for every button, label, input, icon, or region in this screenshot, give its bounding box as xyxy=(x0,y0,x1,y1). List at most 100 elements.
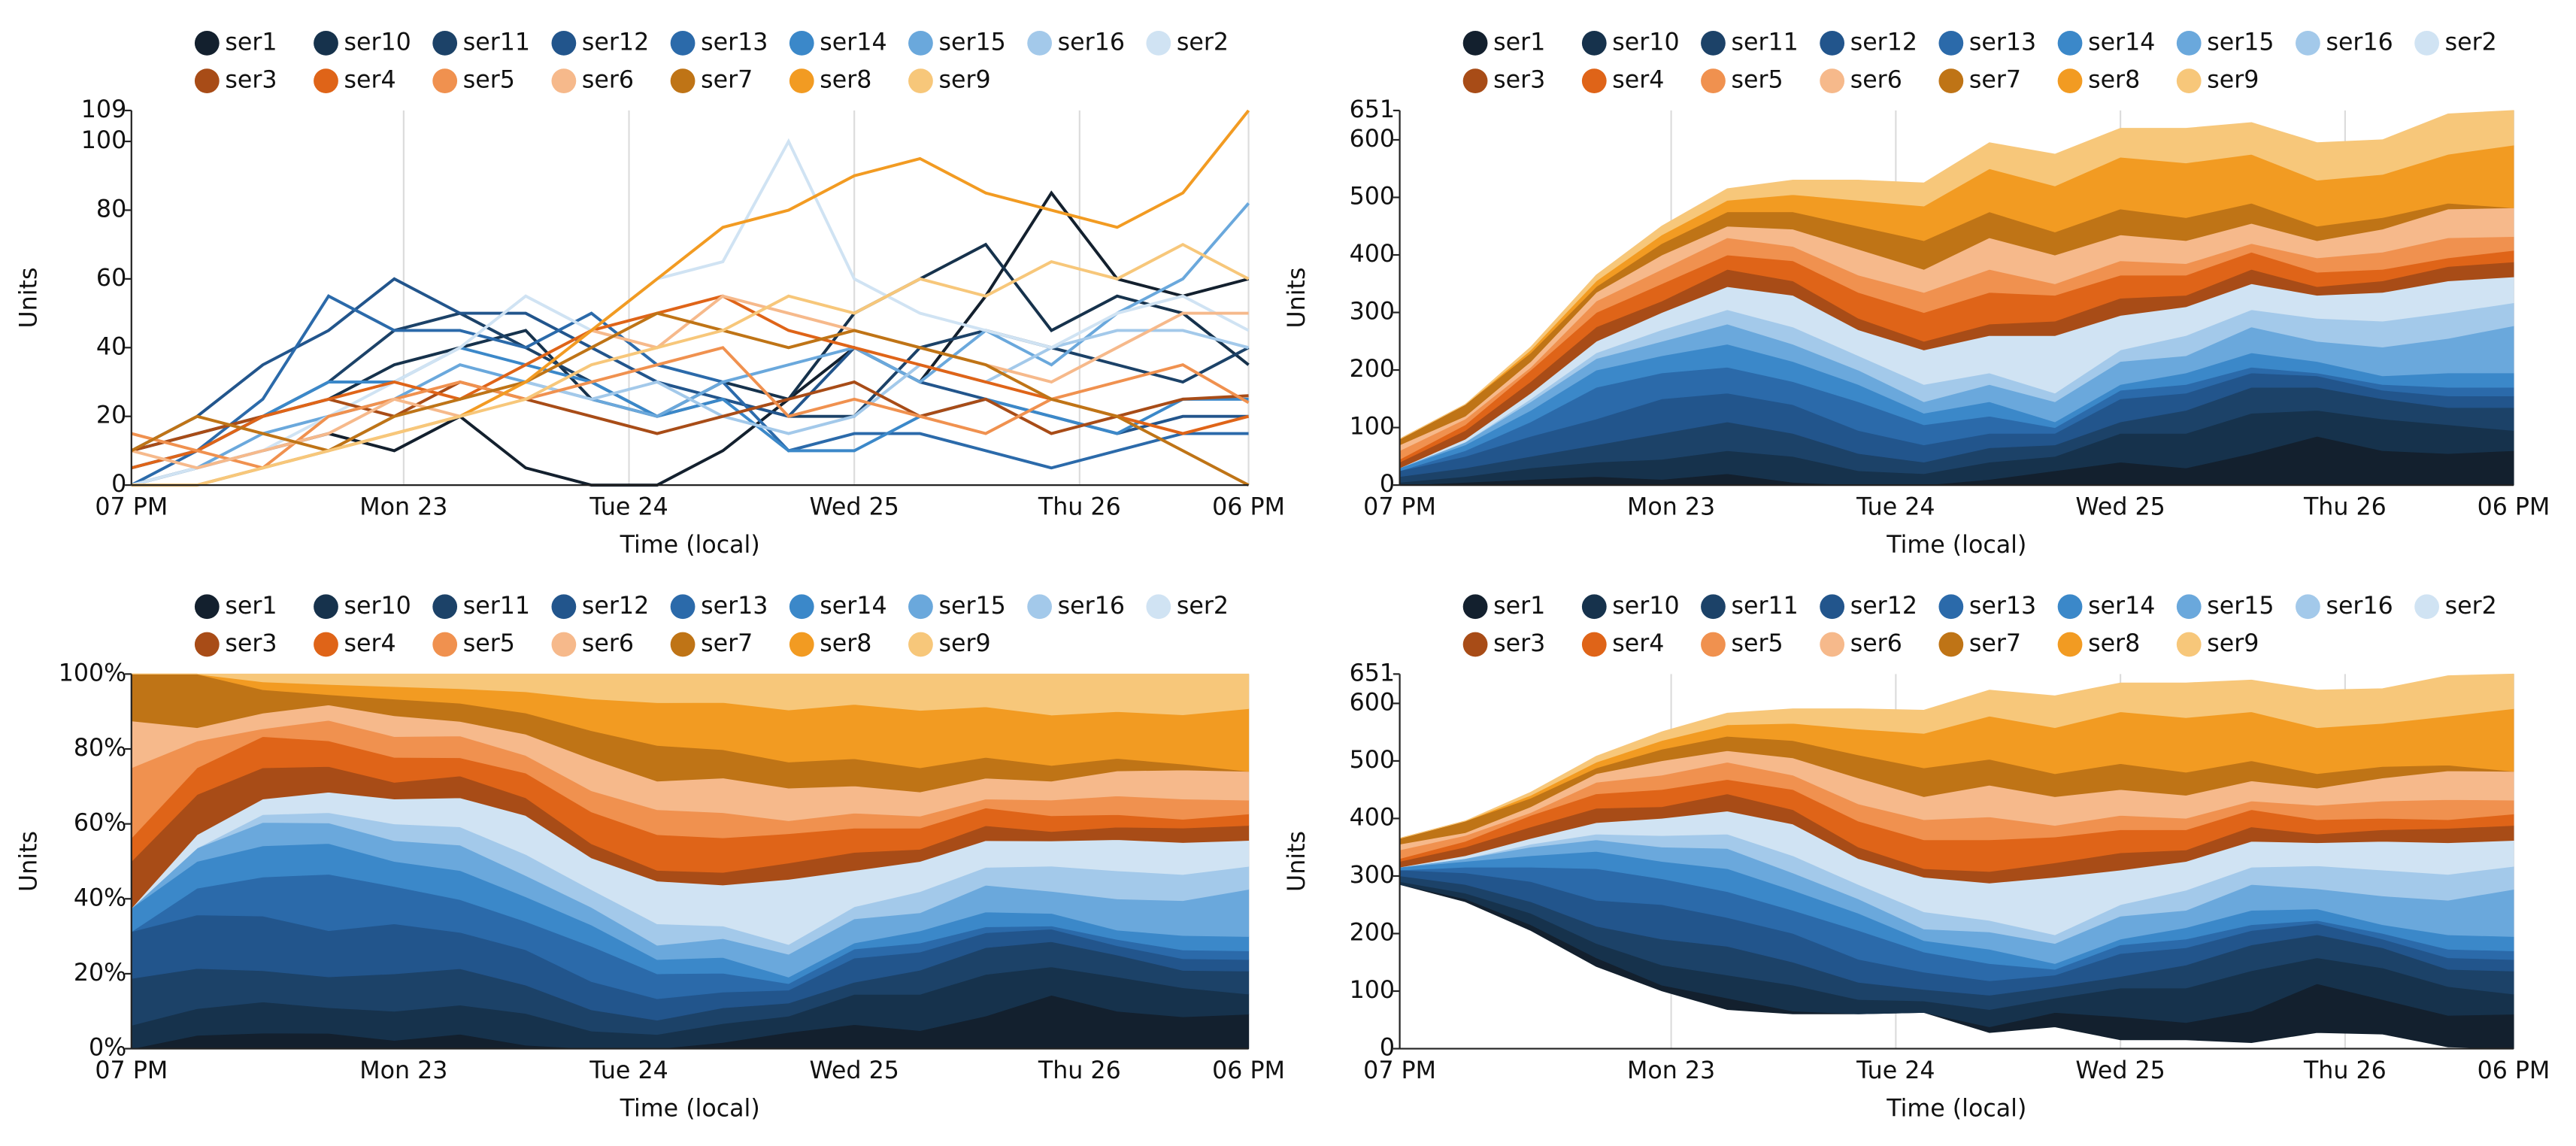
y-axis-title: Units xyxy=(1283,831,1311,892)
y-tick-label: 0% xyxy=(89,1035,126,1062)
x-tick-label: Mon 23 xyxy=(1627,494,1715,521)
y-tick-label: 80 xyxy=(96,196,126,223)
legend-marker xyxy=(1581,30,1607,56)
legend-marker xyxy=(2057,632,2083,657)
legend-marker xyxy=(432,30,458,56)
legend-marker xyxy=(551,68,577,93)
legend-label: ser11 xyxy=(1731,593,1798,620)
legend-marker xyxy=(2176,68,2202,93)
x-tick-label: 06 PM xyxy=(2478,1057,2550,1084)
y-tick-label: 100 xyxy=(1350,977,1395,1004)
x-tick-label: 07 PM xyxy=(1363,1057,1436,1084)
y-tick-label: 60 xyxy=(96,265,126,292)
y-axis-title: Units xyxy=(15,268,42,329)
legend-label: ser15 xyxy=(938,29,1005,56)
x-tick-label: Wed 25 xyxy=(809,494,899,521)
series-line xyxy=(131,242,1250,487)
legend-label: ser3 xyxy=(1493,67,1545,94)
x-axis-title: Time (local) xyxy=(1886,532,2026,559)
legend-marker xyxy=(789,30,814,56)
legend-marker xyxy=(1701,594,1726,620)
legend-marker xyxy=(2414,594,2439,620)
legend-label: ser5 xyxy=(463,630,515,657)
legend-marker xyxy=(2176,30,2202,56)
legend-marker xyxy=(789,632,814,657)
legend-marker xyxy=(432,632,458,657)
legend-marker xyxy=(1581,68,1607,93)
legend-marker xyxy=(1462,594,1488,620)
x-tick-label: Wed 25 xyxy=(809,1057,899,1084)
y-axis-title: Units xyxy=(15,831,42,892)
legend-marker xyxy=(1820,594,1845,620)
y-tick-label: 300 xyxy=(1350,862,1395,889)
x-tick-label: Tue 24 xyxy=(589,1057,668,1084)
legend-marker xyxy=(2057,594,2083,620)
legend-marker xyxy=(670,30,696,56)
legend-marker xyxy=(314,68,338,93)
legend-label: ser12 xyxy=(582,593,649,620)
series-area xyxy=(1399,110,2514,440)
y-tick-label: 100 xyxy=(1350,414,1395,441)
chart-panel: ser1 ser10 ser11 ser12 ser13 ser14 ser15 ser16 s… xyxy=(1283,593,2550,1123)
legend-label: ser4 xyxy=(1612,630,1664,657)
legend-marker xyxy=(314,632,338,657)
legend-label: ser6 xyxy=(582,67,634,94)
y-tick-label: 400 xyxy=(1350,241,1395,268)
y-tick-label: 200 xyxy=(1350,919,1395,946)
legend-marker xyxy=(194,68,220,93)
legend-label: ser4 xyxy=(1612,67,1664,94)
x-tick-label: 07 PM xyxy=(1363,494,1436,521)
legend-label: ser10 xyxy=(1612,29,1679,56)
legend-label: ser14 xyxy=(820,593,886,620)
legend-label: ser14 xyxy=(2088,29,2155,56)
x-tick-label: 07 PM xyxy=(95,494,168,521)
y-tick-label: 200 xyxy=(1350,356,1395,383)
legend-marker xyxy=(908,30,933,56)
legend-label: ser5 xyxy=(1731,630,1783,657)
y-tick-label: 109 xyxy=(81,96,126,123)
legend-label: ser2 xyxy=(2445,593,2497,620)
legend-label: ser1 xyxy=(225,593,277,620)
x-tick-label: Thu 26 xyxy=(2303,1057,2387,1084)
series-line xyxy=(130,294,1249,487)
x-tick-label: Tue 24 xyxy=(1856,494,1935,521)
x-tick-label: 07 PM xyxy=(95,1057,168,1084)
legend-label: ser16 xyxy=(2326,593,2393,620)
legend-marker xyxy=(1027,30,1053,56)
legend-label: ser3 xyxy=(225,67,277,94)
legend-label: ser5 xyxy=(1731,67,1783,94)
legend-marker xyxy=(670,594,696,620)
legend-label: ser1 xyxy=(225,29,277,56)
legend-marker xyxy=(2296,30,2320,56)
legend-marker xyxy=(551,632,577,657)
legend-label: ser10 xyxy=(344,593,411,620)
series-line xyxy=(131,138,1250,487)
legend-marker xyxy=(194,594,220,620)
legend-marker xyxy=(908,594,933,620)
chart-panel: ser1 ser10 ser11 ser12 ser13 ser14 ser15 ser16 s… xyxy=(15,593,1285,1123)
legend-label: ser8 xyxy=(2088,630,2140,657)
legend-label: ser15 xyxy=(938,593,1005,620)
legend-marker xyxy=(1938,594,1964,620)
y-tick-label: 40% xyxy=(74,884,126,911)
y-tick-label: 20% xyxy=(74,960,126,987)
legend-label: ser8 xyxy=(820,630,871,657)
legend-label: ser10 xyxy=(344,29,411,56)
legend-label: ser12 xyxy=(1850,29,1917,56)
legend-label: ser6 xyxy=(582,630,634,657)
legend-marker xyxy=(2176,632,2202,657)
legend-label: ser10 xyxy=(1612,593,1679,620)
legend-label: ser9 xyxy=(2207,630,2259,657)
series-line xyxy=(131,109,1250,487)
y-tick-label: 0 xyxy=(1380,1035,1395,1062)
legend-marker xyxy=(2057,68,2083,93)
legend-label: ser1 xyxy=(1493,29,1545,56)
y-tick-label: 0 xyxy=(1380,471,1395,498)
legend-label: ser16 xyxy=(2326,29,2393,56)
legend-label: ser13 xyxy=(701,29,768,56)
legend-marker xyxy=(1581,632,1607,657)
legend-label: ser11 xyxy=(1731,29,1798,56)
legend-label: ser6 xyxy=(1850,630,1902,657)
legend-label: ser9 xyxy=(938,630,990,657)
x-tick-label: Mon 23 xyxy=(359,1057,447,1084)
